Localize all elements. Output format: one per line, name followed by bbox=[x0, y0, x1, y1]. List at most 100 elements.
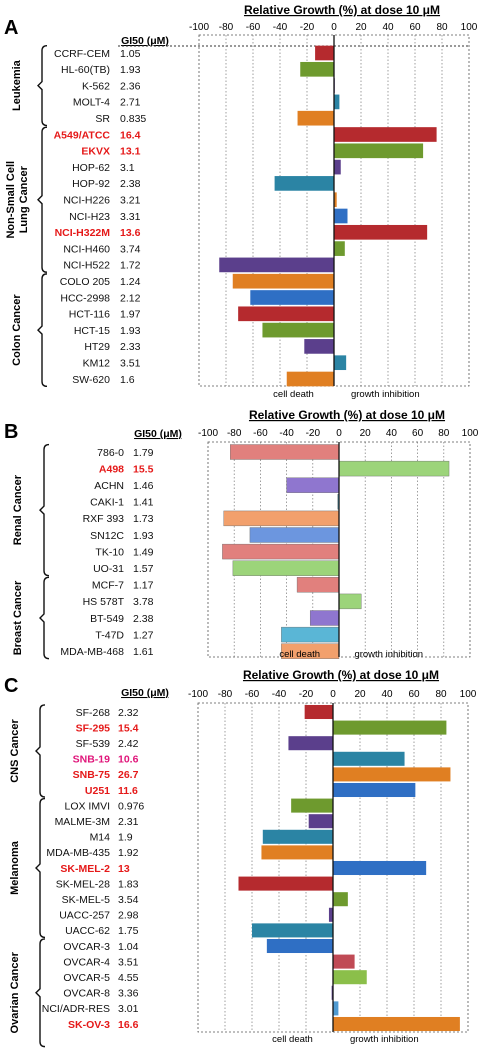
row-label: M14 bbox=[90, 832, 111, 844]
row-label: HS 578T bbox=[83, 596, 125, 608]
row-label: RXF 393 bbox=[83, 513, 125, 525]
bar bbox=[334, 241, 345, 256]
group-label: Non-Small CellLung Cancer bbox=[5, 161, 30, 239]
group-label: Leukemia bbox=[11, 59, 23, 111]
row-label: MDA-MB-435 bbox=[46, 847, 110, 859]
group-label: Colon Cancer bbox=[11, 294, 23, 366]
bar bbox=[304, 339, 334, 354]
gi50-value: 13.6 bbox=[120, 227, 141, 239]
gi50-value: 1.6 bbox=[120, 374, 135, 386]
annotation-growth-inhibition: growth inhibition bbox=[354, 649, 423, 660]
bar bbox=[333, 767, 451, 782]
group-label: Melanoma bbox=[9, 840, 21, 895]
x-tick-label: 80 bbox=[438, 428, 450, 439]
x-tick-label: -40 bbox=[273, 22, 288, 33]
gi50-value: 15.5 bbox=[133, 463, 154, 475]
gi50-value: 2.42 bbox=[118, 738, 139, 750]
row-label: SK-MEL-28 bbox=[56, 878, 110, 890]
bar bbox=[308, 814, 333, 829]
row-label: OVCAR-8 bbox=[63, 988, 110, 1000]
x-tick-label: 20 bbox=[354, 689, 366, 700]
bar bbox=[333, 720, 447, 735]
row-label: CCRF-CEM bbox=[54, 48, 110, 60]
gi50-value: 4.55 bbox=[118, 972, 139, 984]
row-label: OVCAR-3 bbox=[63, 941, 110, 953]
bar bbox=[333, 860, 427, 876]
x-tick-label: -60 bbox=[246, 22, 261, 33]
group-bracket bbox=[39, 576, 50, 660]
gi50-value: 26.7 bbox=[118, 769, 139, 781]
x-tick-label: 80 bbox=[436, 22, 448, 33]
bar bbox=[334, 143, 424, 159]
row-label: SK-MEL-2 bbox=[60, 863, 110, 875]
gi50-value: 15.4 bbox=[118, 722, 139, 734]
bar bbox=[334, 208, 348, 224]
gi50-value: 3.51 bbox=[120, 358, 141, 370]
gi50-value: 13.1 bbox=[120, 146, 141, 158]
x-tick-label: 40 bbox=[386, 428, 398, 439]
bar bbox=[262, 322, 334, 338]
row-label: OVCAR-5 bbox=[63, 972, 110, 984]
group-bracket bbox=[35, 797, 46, 939]
bar bbox=[338, 593, 362, 610]
group-label: Ovarian Cancer bbox=[9, 951, 21, 1033]
gi50-value: 13 bbox=[118, 863, 130, 875]
bar bbox=[333, 892, 348, 907]
row-label: ACHN bbox=[94, 480, 124, 492]
group-label: Breast Cancer bbox=[12, 580, 24, 655]
gi50-value: 1.05 bbox=[120, 48, 141, 60]
x-tick-label: -100 bbox=[198, 428, 218, 439]
x-tick-label: -100 bbox=[188, 689, 208, 700]
bar bbox=[296, 577, 340, 593]
gi50-value: 1.04 bbox=[118, 941, 139, 953]
gi50-value: 3.1 bbox=[120, 162, 135, 174]
x-tick-label: 0 bbox=[336, 428, 342, 439]
row-label: SK-MEL-5 bbox=[62, 894, 111, 906]
group-label-line: Non-Small Cell bbox=[5, 161, 17, 239]
x-tick-label: -40 bbox=[272, 689, 287, 700]
gi50-value: 2.33 bbox=[120, 341, 141, 353]
row-label: SW-620 bbox=[72, 374, 110, 386]
bar bbox=[238, 306, 334, 322]
x-tick-label: 0 bbox=[331, 22, 337, 33]
gi50-value: 1.72 bbox=[120, 260, 141, 272]
panel-letter: B bbox=[4, 421, 18, 443]
bar bbox=[333, 751, 405, 766]
gi50-value: 1.92 bbox=[118, 847, 139, 859]
row-label: NCI-H226 bbox=[63, 195, 110, 207]
x-tick-label: -20 bbox=[306, 428, 321, 439]
gi50-value: 3.51 bbox=[118, 956, 139, 968]
group-label: CNS Cancer bbox=[9, 718, 21, 782]
bar bbox=[232, 560, 340, 576]
gi50-header: GI50 (μM) bbox=[121, 35, 169, 47]
bar bbox=[334, 192, 337, 208]
row-label: SK-OV-3 bbox=[68, 1019, 110, 1031]
bar bbox=[331, 985, 333, 1000]
x-tick-label: -80 bbox=[218, 689, 233, 700]
gi50-value: 1.27 bbox=[133, 629, 154, 641]
x-tick-label: 40 bbox=[382, 22, 394, 33]
row-label: SNB-75 bbox=[73, 769, 111, 781]
bar bbox=[274, 176, 334, 191]
row-label: A498 bbox=[99, 463, 124, 475]
gi50-value: 1.24 bbox=[120, 276, 141, 288]
row-label: MDA-MB-468 bbox=[60, 646, 124, 658]
bar bbox=[288, 736, 333, 751]
row-label: NCI-H460 bbox=[63, 243, 110, 255]
bar bbox=[338, 460, 450, 477]
gi50-value: 1.75 bbox=[118, 925, 139, 937]
bar bbox=[262, 829, 333, 844]
row-label: HCT-15 bbox=[74, 325, 110, 337]
row-label: OVCAR-4 bbox=[63, 956, 110, 968]
row-label: BT-549 bbox=[90, 613, 124, 625]
gi50-value: 1.97 bbox=[120, 309, 141, 321]
panel-letter: C bbox=[4, 675, 18, 697]
gi50-value: 0.976 bbox=[118, 800, 144, 812]
row-label: K-562 bbox=[82, 80, 110, 92]
bar bbox=[252, 923, 333, 938]
x-tick-label: 100 bbox=[461, 22, 478, 33]
row-label: MOLT-4 bbox=[73, 97, 110, 109]
row-label: SF-268 bbox=[76, 707, 111, 719]
bar bbox=[334, 127, 437, 142]
